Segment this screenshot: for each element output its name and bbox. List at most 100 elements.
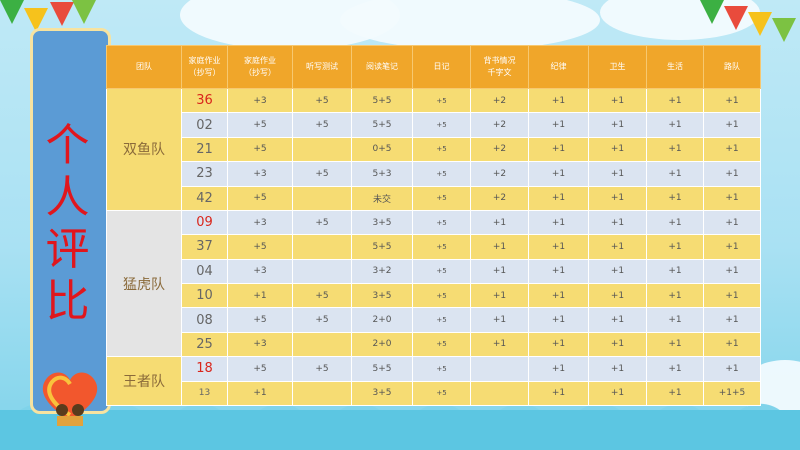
- table-row: 02 +5 +5 5+5 +5 +2 +1 +1 +1 +1: [107, 112, 761, 138]
- bunting-flag-icon: [724, 6, 748, 30]
- score-cell: +1: [470, 282, 529, 309]
- side-title: 个 人 评 比: [30, 120, 105, 328]
- column-header: 家庭作业 （抄写）: [181, 45, 228, 89]
- table-row: 猛虎队 09 +3 +5 3+5 +5 +1 +1 +1 +1 +1: [106, 209, 761, 358]
- score-cell: +1: [646, 356, 704, 382]
- score-cell: 5+5: [351, 112, 413, 138]
- score-cell: 3+5: [351, 209, 413, 236]
- score-cell: +1: [588, 234, 647, 260]
- side-title-char: 人: [45, 172, 90, 223]
- score-cell: +1: [646, 87, 704, 114]
- column-header: 路队: [703, 45, 761, 89]
- heart-balloon-icon: [42, 372, 98, 426]
- score-cell: +1: [588, 331, 647, 358]
- score-cell: 0+5: [351, 136, 413, 163]
- score-cell: +1: [588, 185, 647, 211]
- score-cell: +1: [703, 185, 761, 211]
- score-cell: +3: [227, 161, 293, 187]
- bunting-flag-icon: [772, 18, 796, 42]
- column-header-label: 团队: [136, 62, 152, 71]
- score-cell: +1: [588, 356, 647, 382]
- score-cell: +5: [227, 307, 293, 333]
- column-header: 生活: [646, 45, 704, 89]
- score-cell: +1: [588, 258, 647, 285]
- bunting-flag-icon: [72, 0, 96, 24]
- score-cell: +1: [703, 234, 761, 260]
- score-cell: +1: [528, 185, 589, 211]
- score-cell: +1: [528, 209, 589, 236]
- column-header-label: 生活: [667, 62, 683, 71]
- score-cell: +1: [703, 87, 761, 114]
- column-header: 听写测试: [292, 45, 352, 89]
- bunting-flag-icon: [700, 0, 724, 24]
- score-cell: +1: [588, 87, 647, 114]
- student-id-cell: 04: [181, 258, 228, 285]
- score-cell: [292, 234, 352, 260]
- score-cell: +5: [227, 185, 293, 211]
- column-header: 背书情况 千字文: [470, 45, 529, 89]
- score-cell: +1: [646, 258, 704, 285]
- score-cell: [292, 331, 352, 358]
- student-id-cell: 18: [181, 356, 228, 382]
- student-id-cell: 09: [181, 209, 228, 236]
- score-cell: +1: [470, 258, 529, 285]
- score-cell: +1: [528, 331, 589, 358]
- score-cell: +5: [292, 356, 352, 382]
- table-row: 双鱼队 36 +3 +5 5+5 +5 +2 +1 +1 +1 +1: [106, 87, 761, 211]
- score-cell: 3+5: [351, 282, 413, 309]
- column-header-label: 路队: [724, 62, 740, 71]
- score-cell: [470, 356, 529, 382]
- student-id-cell: 13: [181, 380, 228, 406]
- score-cell: +1: [646, 331, 704, 358]
- score-cell: +1: [470, 307, 529, 333]
- score-cell: +1: [528, 87, 589, 114]
- cloud-decoration: [340, 0, 600, 50]
- score-cell: [292, 136, 352, 163]
- score-cell: +1+5: [703, 380, 761, 406]
- score-cell: +1: [588, 112, 647, 138]
- bunting-flag-icon: [50, 2, 74, 26]
- score-cell: +1: [588, 161, 647, 187]
- column-header: 家庭作业 （抄写）: [227, 45, 293, 89]
- score-cell: +5: [227, 112, 293, 138]
- column-header-label: 背书情况: [483, 56, 516, 65]
- column-header-label: 千字文: [487, 68, 512, 77]
- score-cell: +1: [588, 380, 647, 406]
- score-cell: +3: [227, 258, 293, 285]
- student-id-cell: 10: [181, 282, 228, 309]
- team-name-cell: 王者队: [106, 356, 182, 406]
- score-cell: +5: [412, 136, 471, 163]
- bunting-flag-icon: [0, 0, 24, 24]
- student-id-cell: 02: [181, 112, 228, 138]
- score-cell: 3+5: [351, 380, 413, 406]
- score-cell: +1: [588, 307, 647, 333]
- score-cell: +1: [528, 161, 589, 187]
- score-cell: +5: [412, 112, 471, 138]
- score-cell: +1: [646, 380, 704, 406]
- score-cell: +3: [227, 331, 293, 358]
- column-header-label: 日记: [433, 62, 450, 71]
- score-cell: +1: [528, 356, 589, 382]
- score-cell: +1: [703, 331, 761, 358]
- score-cell: +3: [227, 209, 293, 236]
- score-cell: 5+5: [351, 356, 413, 382]
- score-cell: [292, 380, 352, 406]
- score-cell: +5: [412, 356, 471, 382]
- bunting-flag-icon: [748, 12, 772, 36]
- side-title-char: 个: [45, 120, 90, 171]
- score-cell: +5: [412, 209, 471, 236]
- column-header-label: 纪律: [550, 62, 567, 71]
- table-row: 37 +5 5+5 +5 +1 +1 +1 +1 +1: [107, 234, 761, 260]
- score-cell: +5: [412, 87, 471, 114]
- score-cell: +1: [470, 331, 529, 358]
- column-header: 日记: [412, 45, 471, 89]
- score-cell: 2+0: [351, 331, 413, 358]
- score-cell: +1: [227, 282, 293, 309]
- score-cell: +3: [227, 87, 293, 114]
- score-cell: +1: [703, 258, 761, 285]
- student-id-cell: 36: [181, 87, 228, 114]
- side-title-panel: [30, 28, 111, 414]
- column-header: 团队: [106, 45, 182, 89]
- column-header: 纪律: [528, 45, 589, 89]
- score-cell: +2: [470, 87, 529, 114]
